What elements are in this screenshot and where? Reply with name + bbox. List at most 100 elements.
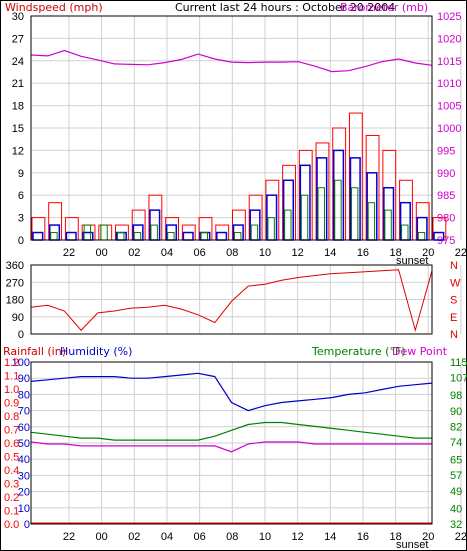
temperature-tick-label: 65 <box>450 455 462 467</box>
barometer-axis-label: Barometer (mb) <box>340 1 428 14</box>
wind-average-bar <box>32 231 44 241</box>
rainfall-tick-label: 1.1 <box>4 371 19 383</box>
compass-tick-label: S <box>450 295 457 307</box>
wind-low-bar <box>284 209 292 241</box>
wind-average-bar <box>433 231 445 241</box>
y-right-tick-label: 1025 <box>437 11 461 23</box>
y-right-tick-label: 1005 <box>437 101 461 113</box>
y-left-tick-label: 21 <box>12 78 24 90</box>
rainfall-tick-label: 0.5 <box>4 452 19 464</box>
y-left-tick-label: 0 <box>18 235 24 247</box>
y-right-tick-label: 1000 <box>437 123 461 135</box>
chart-title: Current last 24 hours : October 20 2004 <box>175 1 395 14</box>
wind-low-bar <box>384 209 392 241</box>
x-tick-label: 22 <box>455 247 467 259</box>
temperature-tick-label: 82 <box>450 421 462 433</box>
x-tick-label: 04 <box>161 247 173 259</box>
compass-tick-label: W <box>450 277 461 289</box>
wind-low-bar <box>367 202 376 241</box>
wind-average-bar <box>65 231 77 241</box>
direction-tick-label: 360 <box>6 260 24 272</box>
temperature-tick-label: 49 <box>450 486 462 498</box>
rainfall-tick-label: 0.4 <box>4 465 19 477</box>
x-tick-label: 10 <box>259 247 271 259</box>
temperature-tick-label: 107 <box>450 373 467 385</box>
wind-low-bar <box>250 224 259 241</box>
sunset-label-bottom: sunset <box>396 539 428 551</box>
wind-barometer-panel: 3027242118151296301025102010151010100510… <box>12 11 467 259</box>
rainfall-tick-label: 0.2 <box>4 492 19 504</box>
y-left-tick-label: 27 <box>12 33 24 45</box>
wind-low-bar <box>50 232 58 241</box>
x-tick-label: 22 <box>63 531 75 543</box>
wind-low-bar <box>200 232 208 241</box>
y-left-tick-label: 3 <box>18 213 24 225</box>
x-tick-label: 20 <box>422 247 434 259</box>
direction-tick-label: 270 <box>6 277 24 289</box>
wind-low-bar <box>167 232 175 241</box>
rainfall-tick-label: 0.6 <box>4 438 19 450</box>
direction-tick-label: 180 <box>6 295 24 307</box>
rainfall-tick-label: 0.7 <box>4 425 19 437</box>
windspeed-axis-label: Windspeed (mph) <box>5 1 103 14</box>
y-left-tick-label: 12 <box>12 145 24 157</box>
y-right-tick-label: 985 <box>437 190 455 202</box>
wind-low-bar <box>150 224 158 241</box>
wind-low-bar <box>334 179 342 241</box>
temperature-axis-label: Temperature (°F) <box>311 345 406 358</box>
compass-tick-label: N <box>450 260 458 272</box>
x-tick-label: 16 <box>357 247 369 259</box>
plot-area <box>30 264 433 335</box>
x-tick-label: 22 <box>455 531 467 543</box>
y-right-tick-label: 1015 <box>437 56 461 68</box>
compass-tick-label: N <box>450 329 458 341</box>
humidity-tick-label: 50 <box>18 438 30 450</box>
x-tick-label: 00 <box>96 531 108 543</box>
x-tick-label: 14 <box>324 531 336 543</box>
wind-low-bar <box>234 232 242 241</box>
temperature-tick-label: 40 <box>450 503 462 515</box>
direction-tick-label: 90 <box>12 312 24 324</box>
rainfall-tick-label: 0.0 <box>4 519 19 531</box>
barometer-line <box>30 49 433 73</box>
rainfall-tick-label: 0.1 <box>4 506 19 518</box>
x-tick-label: 00 <box>96 247 108 259</box>
humidity-tick-label: 30 <box>18 470 30 482</box>
wind-low-bar <box>117 232 125 241</box>
y-right-tick-label: 1020 <box>437 33 461 45</box>
dewpoint-axis-label: Dew Point <box>392 345 448 358</box>
x-tick-label: 12 <box>291 531 303 543</box>
humidity-tick-label: 70 <box>18 406 30 418</box>
wind-low-bar <box>401 224 409 241</box>
humidity-tick-label: 80 <box>18 389 30 401</box>
y-left-tick-label: 15 <box>12 123 24 135</box>
rainfall-axis-label: Rainfall (in) <box>3 345 66 358</box>
humidity-tick-label: 90 <box>18 373 30 385</box>
temperature-tick-label: 90 <box>450 406 462 418</box>
y-right-tick-label: 1010 <box>437 78 461 90</box>
x-tick-label: 14 <box>324 247 336 259</box>
x-tick-label: 10 <box>259 531 271 543</box>
x-tick-label: 02 <box>128 247 140 259</box>
rainfall-tick-label: 0.3 <box>4 479 19 491</box>
wind-average-bar <box>182 231 194 241</box>
rainfall-tick-label: 0.9 <box>4 398 19 410</box>
wind-direction-panel: 360 N 270 W 180 S 90 E 0 N <box>6 260 462 341</box>
humidity-tick-label: 100 <box>12 357 30 369</box>
x-tick-label: 06 <box>194 247 206 259</box>
x-tick-label: 22 <box>63 247 75 259</box>
y-left-tick-label: 6 <box>18 190 24 202</box>
x-tick-label: 08 <box>226 531 238 543</box>
y-left-tick-label: 30 <box>12 11 24 23</box>
x-tick-label: 04 <box>161 531 173 543</box>
plot-area <box>30 15 433 241</box>
y-right-tick-label: 995 <box>437 145 455 157</box>
humidity-axis-label: Humidity (%) <box>60 345 132 358</box>
x-tick-label: 02 <box>128 531 140 543</box>
wind-direction-line <box>30 269 433 333</box>
plot-area <box>30 361 433 525</box>
x-tick-label: 16 <box>357 531 369 543</box>
humidity-tick-label: 0 <box>24 519 30 531</box>
y-right-tick-label: 990 <box>437 168 455 180</box>
